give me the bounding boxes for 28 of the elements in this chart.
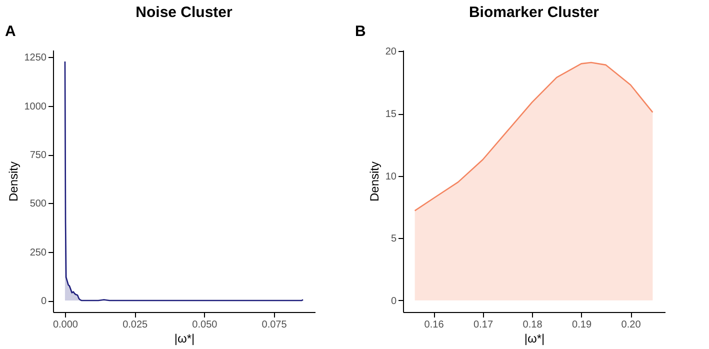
x-axis-title: |ω*| <box>524 332 545 346</box>
y-tick-label: 0 <box>40 296 47 308</box>
text: B <box>355 23 366 40</box>
x-tick-label: 0.17 <box>474 320 494 330</box>
x-tick-label: 0.050 <box>192 320 218 330</box>
y-tick-label: 1000 <box>24 101 47 112</box>
x-tick-label: 0.18 <box>522 320 543 330</box>
y-tick-label: 15 <box>385 109 397 120</box>
text: A <box>5 23 16 40</box>
y-axis-title: Density <box>6 161 20 202</box>
y-tick-label: 250 <box>30 247 47 258</box>
y-tick-label: 5 <box>390 234 397 245</box>
x-tick-label: 0.000 <box>52 320 78 330</box>
y-tick-label: 750 <box>30 150 47 162</box>
x-tick-label: 0.20 <box>621 320 642 330</box>
x-tick-label: 0.16 <box>424 320 444 330</box>
x-tick-label: 0.075 <box>262 320 288 330</box>
chart-title: Biomarker Cluster <box>468 4 600 21</box>
y-tick-label: 1250 <box>24 52 47 64</box>
x-tick-label: 0.19 <box>572 320 592 330</box>
y-tick-label: 10 <box>385 171 397 182</box>
x-axis-title: |ω*| <box>174 332 195 346</box>
chart-title: Noise Cluster <box>136 4 233 21</box>
y-axis-title: Density <box>367 161 382 202</box>
x-tick-label: 0.025 <box>122 320 148 330</box>
y-tick-label: 20 <box>385 46 397 58</box>
y-tick-label: 0 <box>390 296 397 307</box>
y-tick-label: 500 <box>30 198 47 210</box>
